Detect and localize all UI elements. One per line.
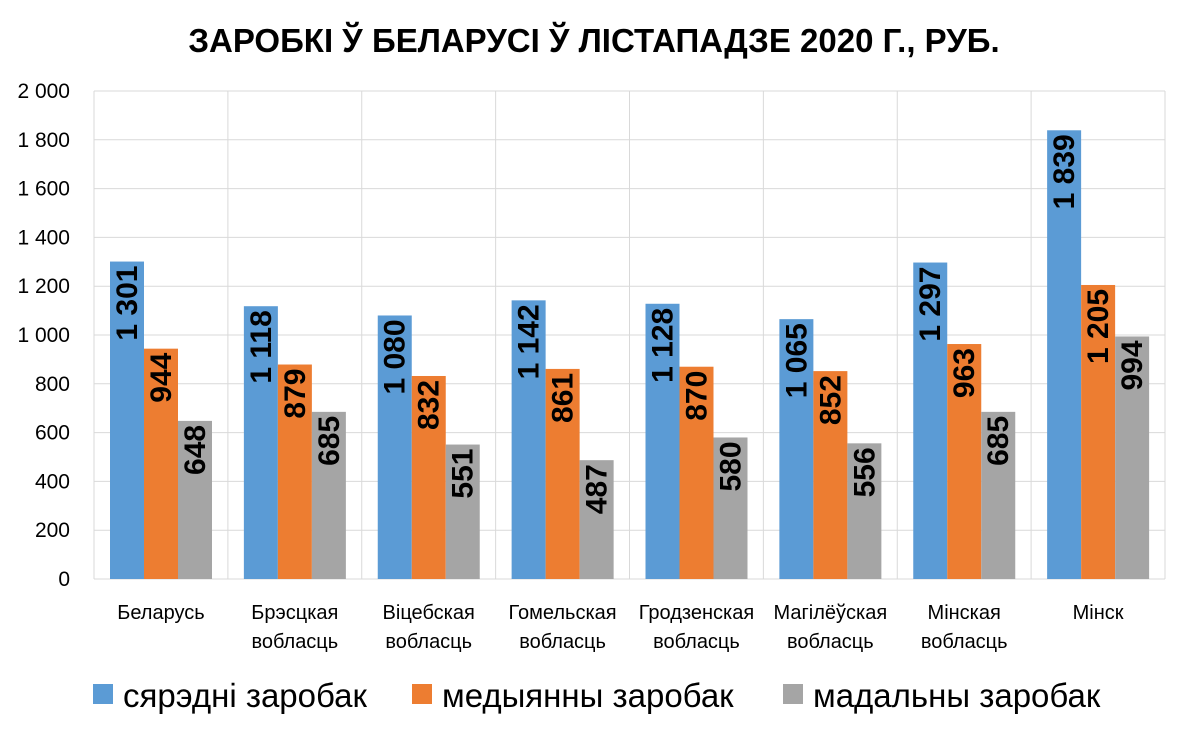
x-tick-label-line: Беларусь [117, 602, 204, 624]
data-label: 685 [313, 416, 346, 466]
bar-2-2 [277, 364, 312, 579]
legend-label: сярэдні заробак [123, 677, 368, 714]
data-label: 556 [848, 447, 881, 497]
chart-title: ЗАРОБКІ Ў БЕЛАРУСІ Ў ЛІСТАПАДЗЕ 2020 Г.,… [188, 21, 999, 59]
data-label: 870 [681, 371, 714, 421]
bar-3-6 [847, 443, 882, 579]
x-tick-label-line: вобласць [787, 631, 874, 653]
data-label: 1 128 [647, 308, 680, 383]
bar-3-7 [981, 411, 1016, 579]
x-tick-label-line: вобласць [653, 631, 740, 653]
x-tick-label-line: вобласць [519, 631, 606, 653]
x-tick-label-line: Мінск [1073, 602, 1124, 624]
bar-2-1 [144, 348, 178, 579]
bar-3-4 [579, 460, 614, 579]
bar-2-5 [679, 366, 714, 579]
bar-3-3 [445, 444, 480, 579]
data-label: 1 142 [513, 304, 546, 379]
x-tick-label-line: вобласць [385, 631, 472, 653]
y-tick-label: 1 800 [17, 129, 70, 152]
x-tick-label: Магілёўская вобласць [773, 602, 887, 653]
x-tick-label: Брэсцкая вобласць [251, 602, 338, 653]
y-tick-label: 1 400 [17, 226, 70, 249]
data-label: 1 205 [1082, 289, 1115, 364]
legend-swatch [93, 684, 113, 704]
legend-swatch [783, 684, 803, 704]
bar-3-1 [178, 420, 212, 579]
x-tick-label-line: Брэсцкая [251, 602, 338, 624]
bar-3-5 [713, 437, 748, 579]
bar-1-4 [511, 300, 546, 579]
bar-2-3 [411, 375, 446, 579]
y-axis-ticks: 0 200 400 600 800 1 000 1 200 1 400 1 600 1 800 2 … [17, 80, 70, 591]
x-tick-label-line: вобласць [251, 631, 338, 653]
data-label: 1 118 [245, 310, 278, 383]
legend-swatch [412, 684, 432, 704]
data-label: 879 [279, 369, 312, 419]
y-tick-label: 200 [35, 519, 70, 542]
bar-1-7 [913, 262, 948, 579]
bars [110, 130, 1150, 579]
x-tick-label-line: Мінская [928, 602, 1001, 624]
x-tick-label: Гомельская вобласць [509, 602, 617, 653]
data-label: 852 [814, 375, 847, 425]
data-label: 963 [948, 348, 981, 398]
bar-3-8 [1115, 336, 1150, 579]
x-tick-label: Мінск [1073, 602, 1124, 624]
y-tick-label: 600 [35, 422, 70, 445]
bar-1-2 [243, 306, 278, 579]
data-labels: 1 301 1 118 1 080 1 142 1 128 1 065 1 297 1 839… [111, 134, 1149, 514]
data-label: 1 065 [780, 323, 813, 398]
bar-1-1 [110, 261, 144, 579]
data-label: 944 [145, 352, 178, 402]
y-tick-label: 800 [35, 373, 70, 396]
x-tick-label: Мінская вобласць [921, 602, 1008, 653]
data-label: 1 080 [379, 319, 412, 394]
data-label: 1 301 [111, 266, 144, 341]
bar-3-2 [311, 411, 346, 579]
data-label: 487 [581, 464, 614, 514]
bar-1-6 [779, 319, 814, 579]
data-label: 1 297 [914, 267, 947, 342]
x-tick-label: Гродзенская вобласць [639, 602, 754, 653]
data-label: 580 [715, 441, 748, 491]
data-label: 685 [982, 416, 1015, 466]
y-tick-label: 1 000 [17, 324, 70, 347]
bar-2-8 [1081, 284, 1116, 579]
x-axis-ticks: Беларусь Брэсцкая вобласць Віцебская вобласц… [117, 602, 1124, 653]
x-tick-label-line: Гродзенская [639, 602, 754, 624]
bar-2-6 [813, 371, 848, 579]
x-tick-label-line: Магілёўская [773, 602, 887, 624]
y-tick-label: 1 600 [17, 178, 70, 201]
x-tick-label-line: вобласць [921, 631, 1008, 653]
y-tick-label: 2 000 [17, 80, 70, 103]
data-label: 832 [413, 380, 446, 430]
data-label: 994 [1116, 340, 1149, 390]
bar-1-8 [1047, 130, 1082, 579]
data-label: 648 [179, 425, 212, 475]
bar-2-7 [947, 344, 982, 579]
y-tick-label: 0 [58, 568, 70, 591]
legend: сярэдні заробак медыянны заробак мадальны … [93, 677, 1101, 714]
data-label: 861 [547, 373, 580, 423]
legend-label: мадальны заробак [813, 677, 1101, 714]
bar-1-3 [377, 315, 412, 579]
bar-2-4 [545, 368, 580, 579]
legend-label: медыянны заробак [442, 677, 734, 714]
x-tick-label: Беларусь [117, 602, 204, 624]
x-tick-label-line: Гомельская [509, 602, 617, 624]
bar-1-5 [645, 303, 680, 579]
x-tick-label-line: Віцебская [383, 602, 475, 624]
data-label: 551 [447, 449, 480, 499]
y-tick-label: 1 200 [17, 275, 70, 298]
data-label: 1 839 [1048, 134, 1081, 209]
y-tick-label: 400 [35, 470, 70, 493]
x-tick-label: Віцебская вобласць [383, 602, 475, 653]
